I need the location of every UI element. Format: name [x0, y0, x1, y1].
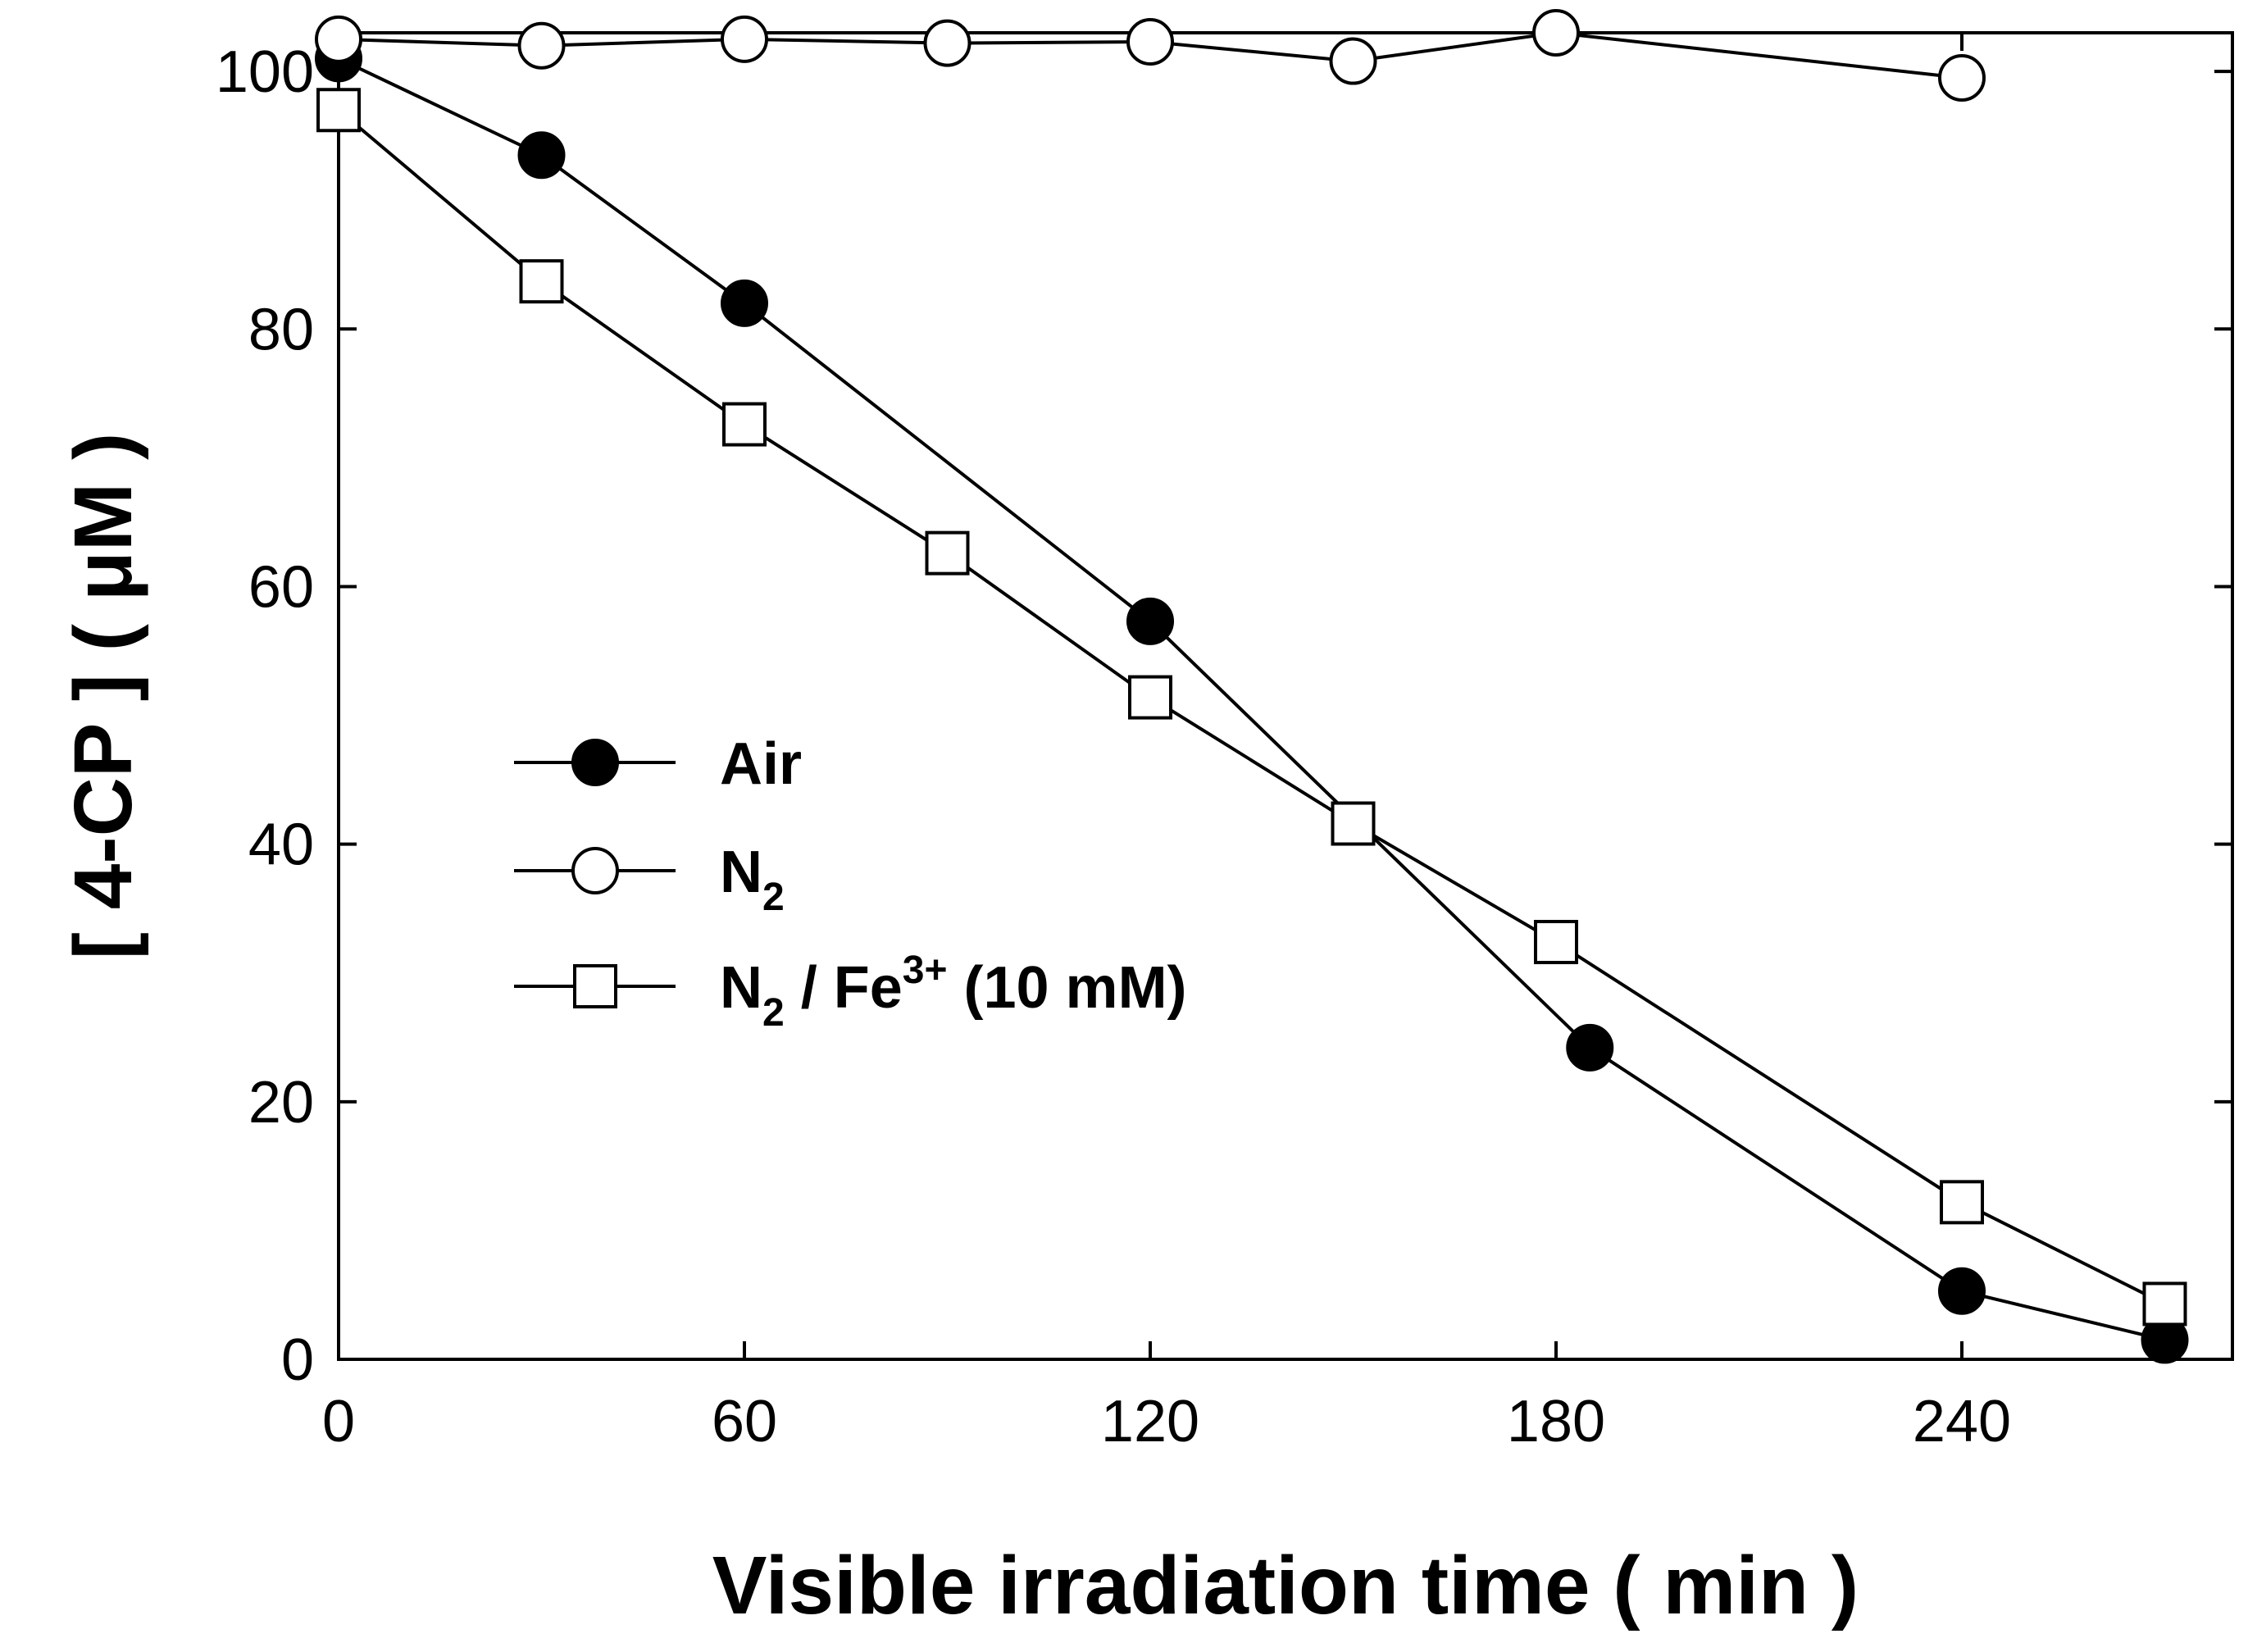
data-point: [925, 530, 970, 576]
plot-frame: [337, 31, 2234, 1361]
data-point: [1532, 9, 1580, 57]
legend-label: Air: [720, 731, 802, 797]
x-tick-label: 60: [712, 1389, 777, 1454]
series-layer: [315, 9, 2189, 1364]
data-point: [1534, 920, 1578, 965]
data-point: [1940, 1180, 1984, 1225]
legend-marker: [573, 964, 617, 1008]
data-point: [1126, 597, 1174, 645]
x-tick-label: 0: [322, 1389, 355, 1454]
series-2: [316, 88, 2187, 1327]
data-point: [2142, 1281, 2187, 1327]
legend-marker: [571, 847, 619, 894]
data-point: [517, 131, 566, 180]
x-axis-title: Visible irradiation time ( min ): [712, 1540, 1859, 1632]
legend: Air N2 N2 / Fe3+ (10 mM): [514, 731, 1187, 1035]
legend-entry: Air: [514, 731, 802, 797]
legend-entry: N2 / Fe3+ (10 mM): [514, 949, 1187, 1035]
legend-entry: N2: [514, 840, 785, 919]
legend-label: N2: [720, 840, 785, 919]
data-point: [1331, 801, 1376, 846]
y-axis-title: [ 4-CP ] ( μM ): [57, 433, 149, 960]
y-tick-label: 100: [216, 39, 314, 105]
axis-ticks: 0 60 120 180 240 0 20 40 60 80 100: [216, 33, 2232, 1454]
legend-marker: [571, 739, 619, 786]
data-point: [1566, 1023, 1614, 1072]
data-point: [316, 88, 361, 133]
series-line: [337, 108, 2166, 1306]
y-tick-label: 0: [281, 1327, 314, 1393]
series-line: [338, 57, 2165, 1342]
series-1: [315, 9, 1986, 102]
x-tick-label: 240: [1913, 1389, 2011, 1454]
legend-label: N2 / Fe3+ (10 mM): [720, 949, 1187, 1035]
data-point: [721, 15, 768, 63]
data-point: [519, 259, 564, 304]
data-point: [721, 279, 768, 327]
y-tick-label: 60: [248, 554, 314, 620]
data-point: [1938, 53, 1986, 102]
x-tick-label: 180: [1507, 1389, 1605, 1454]
data-point: [923, 19, 972, 67]
data-point: [1938, 1267, 1986, 1315]
y-tick-label: 80: [248, 297, 314, 362]
x-tick-label: 120: [1101, 1389, 1199, 1454]
series-0: [315, 34, 2189, 1364]
data-point: [517, 21, 566, 70]
data-point: [722, 402, 767, 447]
data-point: [1126, 17, 1174, 66]
y-tick-label: 40: [248, 812, 314, 878]
series-line: [338, 30, 1963, 80]
data-point: [315, 15, 362, 63]
data-point: [1329, 37, 1377, 85]
y-tick-label: 20: [248, 1070, 314, 1135]
data-point: [1128, 675, 1172, 720]
